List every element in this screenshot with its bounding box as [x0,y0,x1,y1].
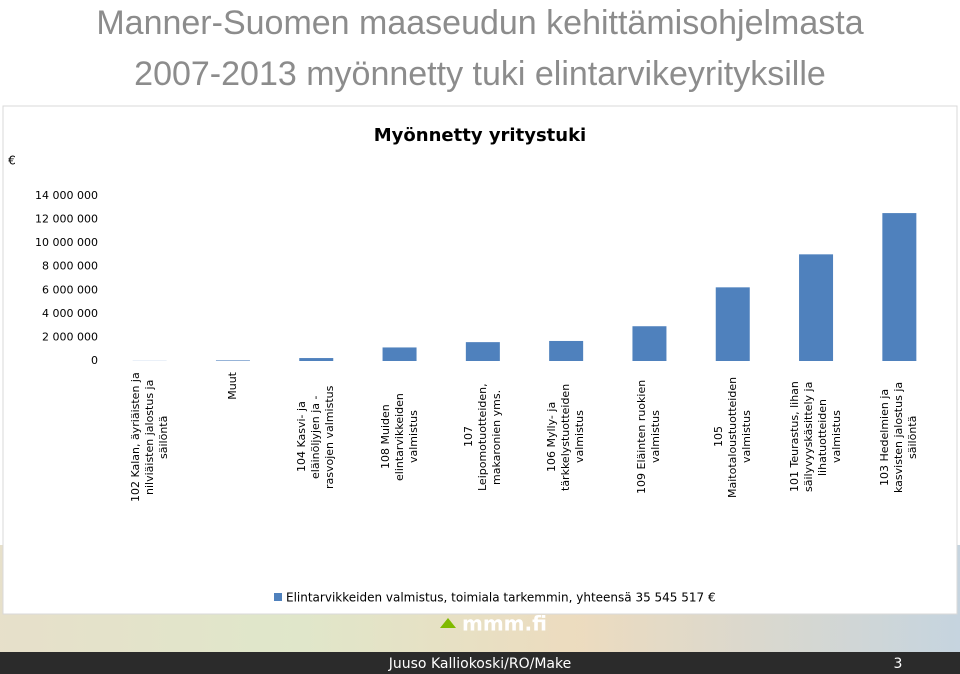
logo: mmm.fi [462,612,547,636]
bar [382,347,417,361]
bar [799,254,834,361]
y-tick-label: 12 000 000 [35,213,98,226]
chart-area [2,105,958,615]
bar [299,358,334,361]
footer-text: Juuso Kalliokoski/RO/Make [388,656,571,672]
x-tick-label: 103 Hedelmien ja kasvisten jalostus ja s… [878,381,920,493]
slide-title: Manner-Suomen maaseudun kehittämisohjelm… [96,4,864,42]
x-tick-label: 102 Kalan, äyriäisten ja nilviäisten jal… [128,372,170,502]
x-tick-label: 104 Kasvi- ja eläinöljyjen ja -rasvojen … [295,385,337,489]
bar [465,342,500,361]
y-tick-label: 2 000 000 [42,330,98,343]
slide-title: 2007-2013 myönnetty tuki elintarvikeyrit… [134,55,826,93]
x-tick-label: 107 Leipomotuotteiden, makaronien yms. [461,383,503,491]
footer-bar [0,652,960,674]
x-tick-label: Muut [225,372,239,400]
x-tick-label: 109 Eläinten ruokien valmistus [635,379,663,495]
bar [215,360,250,361]
x-tick-label: 106 Mylly- ja tärkkelystuotteiden valmis… [545,383,587,491]
logo-icon [440,618,456,628]
bar [632,326,667,361]
y-tick-label: 6 000 000 [42,283,98,296]
x-tick-label: 105 Maitotaloustuotteiden valmistus [711,376,753,498]
x-tick-label: 101 Teurastus, lihan säilyvyyskäsittely … [788,381,844,493]
page-number: 3 [894,656,903,672]
bar [549,340,584,361]
x-tick-label: 108 Muiden elintarvikkeiden valmistus [378,393,420,481]
y-tick-label: 0 [91,354,98,367]
y-tick-label: 8 000 000 [42,260,98,273]
bar [882,213,917,361]
legend-label: Elintarvikkeiden valmistus, toimiala tar… [286,591,716,605]
y-tick-label: 4 000 000 [42,307,98,320]
y-axis-label: € [8,154,16,168]
chart-title: Myönnetty yritystuki [374,125,586,146]
bar [715,287,750,361]
y-tick-label: 14 000 000 [35,189,98,202]
y-tick-label: 10 000 000 [35,236,98,249]
legend-swatch [274,593,282,601]
